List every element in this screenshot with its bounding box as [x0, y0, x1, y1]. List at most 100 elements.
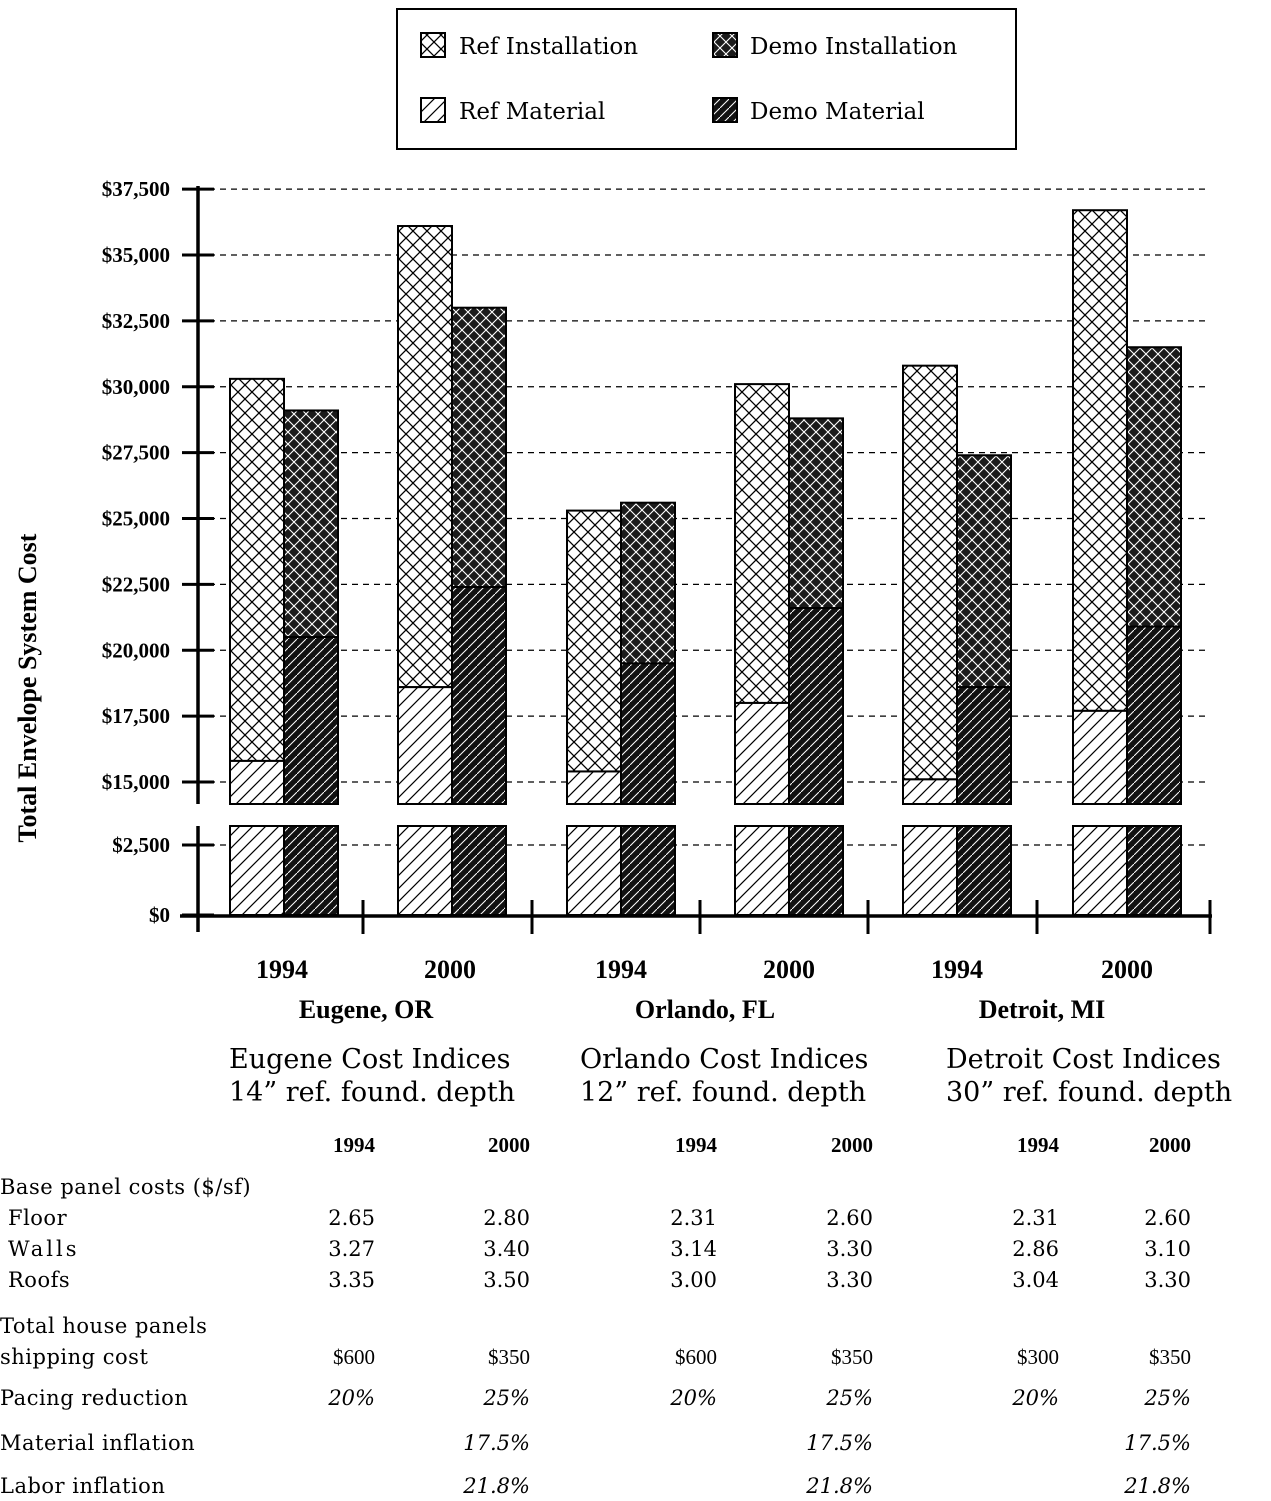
- row-label-shipping: shipping cost: [0, 1345, 149, 1369]
- table-cell: 3.00: [670, 1268, 717, 1292]
- table-cell: 2.31: [670, 1206, 717, 1230]
- table-cell: 3.30: [826, 1237, 873, 1261]
- stacked-bar-chart: Ref Installation Demo Installation Ref M…: [13, 8, 1212, 1024]
- group-subtitle: 12” ref. found. depth: [580, 1077, 867, 1108]
- table-cell: 3.04: [1012, 1268, 1059, 1292]
- ref-material-bar: [397, 686, 453, 806]
- ref-material-bar: [902, 778, 958, 805]
- table-cell: 3.27: [328, 1237, 375, 1261]
- legend-swatch-ref-install: [420, 32, 446, 58]
- row-label-roofs: Roofs: [8, 1268, 71, 1292]
- demo-material-bar-base: [283, 825, 339, 916]
- legend: Ref Installation Demo Installation Ref M…: [396, 8, 1017, 150]
- demo-installation-bar: [451, 306, 507, 589]
- y-tick-label: $2,500: [112, 833, 170, 857]
- y-tick-label: $37,500: [102, 177, 170, 201]
- group-title: Eugene Cost Indices: [229, 1044, 511, 1075]
- table-cell: 3.10: [1144, 1237, 1191, 1261]
- group-subtitle: 14” ref. found. depth: [229, 1077, 516, 1108]
- table-cell-shipping: $350: [1149, 1345, 1191, 1369]
- demo-material-bar-base: [788, 825, 844, 916]
- table-cell-shipping: $300: [1017, 1345, 1059, 1369]
- y-tick-label: $32,500: [102, 309, 170, 333]
- demo-installation-bar: [1126, 346, 1182, 628]
- legend-label-ref-install: Ref Installation: [459, 34, 638, 60]
- x-label-city: Eugene, OR: [299, 995, 434, 1024]
- legend-swatch-demo-material: [712, 97, 738, 123]
- row-label-pacing: Pacing reduction: [0, 1386, 189, 1410]
- group-heading-orlando: Orlando Cost Indices 12” ref. found. dep…: [580, 1043, 868, 1109]
- x-label-year: 2000: [763, 955, 815, 984]
- table-cell: 3.50: [483, 1268, 530, 1292]
- legend-label-demo-install: Demo Installation: [750, 34, 958, 60]
- row-label-shipping: Total house panels: [0, 1314, 208, 1338]
- ref-material-bar-base: [1072, 825, 1128, 916]
- demo-material-bar: [451, 586, 507, 806]
- ref-installation-bar: [734, 383, 790, 704]
- row-label-floor: Floor: [8, 1206, 68, 1230]
- row-label-section: Base panel costs ($/sf): [0, 1175, 252, 1199]
- row-label-walls: Walls: [8, 1237, 80, 1261]
- group-subtitle: 30” ref. found. depth: [946, 1077, 1233, 1108]
- demo-material-bar: [956, 686, 1012, 806]
- demo-material-bar: [1126, 625, 1182, 805]
- table-year-header: 1994: [333, 1133, 375, 1157]
- demo-installation-bar: [620, 501, 676, 665]
- ref-material-bar-base: [566, 825, 622, 916]
- x-label-year: 1994: [256, 955, 308, 984]
- table-cell: 3.30: [826, 1268, 873, 1292]
- table-cell: 2.60: [826, 1206, 873, 1230]
- x-label-year: 1994: [931, 955, 983, 984]
- table-year-header: 2000: [831, 1133, 873, 1157]
- ref-material-bar-base: [397, 825, 453, 916]
- table-cell: 3.35: [328, 1268, 375, 1292]
- y-tick-label: $30,000: [102, 375, 170, 399]
- table-cell-shipping: $350: [488, 1345, 530, 1369]
- table-cell: 3.40: [483, 1237, 530, 1261]
- table-cell-shipping: $600: [675, 1345, 717, 1369]
- table-cell: 2.86: [1012, 1237, 1059, 1261]
- table-cell-labor-inflation: 21.8%: [806, 1474, 873, 1498]
- demo-material-bar: [620, 662, 676, 805]
- ref-installation-bar: [229, 377, 285, 762]
- table-cell-shipping: $350: [831, 1345, 873, 1369]
- row-label-material-inflation: Material inflation: [0, 1431, 196, 1455]
- table-cell: 2.80: [483, 1206, 530, 1230]
- x-label-year: 2000: [1101, 955, 1153, 984]
- table-year-header: 1994: [1017, 1133, 1059, 1157]
- ref-installation-bar: [397, 225, 453, 689]
- y-tick-label: $27,500: [102, 441, 170, 465]
- y-tick-label: $22,500: [102, 572, 170, 596]
- table-cell: 3.30: [1144, 1268, 1191, 1292]
- bars: [229, 209, 1182, 916]
- ref-material-bar-base: [229, 825, 285, 916]
- group-heading-eugene: Eugene Cost Indices 14” ref. found. dept…: [229, 1043, 515, 1109]
- table-cell-pacing: 20%: [328, 1386, 375, 1410]
- table-cell: 2.60: [1144, 1206, 1191, 1230]
- table-year-header: 2000: [1149, 1133, 1191, 1157]
- x-label-city: Detroit, MI: [979, 995, 1106, 1024]
- x-labels: 1994 2000 1994 2000 1994 2000 Eugene, OR…: [256, 955, 1153, 1024]
- group-heading-detroit: Detroit Cost Indices 30” ref. found. dep…: [946, 1043, 1232, 1109]
- y-axis-title: Total Envelope System Cost: [13, 533, 42, 842]
- ref-installation-bar: [902, 364, 958, 781]
- table-cell-material-inflation: 17.5%: [463, 1431, 530, 1455]
- ref-material-bar-base: [734, 825, 790, 916]
- demo-material-bar-base: [620, 825, 676, 916]
- group-title: Orlando Cost Indices: [580, 1044, 869, 1075]
- row-label-labor-inflation: Labor inflation: [0, 1474, 166, 1498]
- ref-installation-bar: [1072, 209, 1128, 712]
- table-year-header: 2000: [488, 1133, 530, 1157]
- y-tick-label: $0: [149, 903, 170, 927]
- x-label-year: 2000: [424, 955, 476, 984]
- table-cell-pacing: 25%: [826, 1386, 873, 1410]
- table-cell-material-inflation: 17.5%: [806, 1431, 873, 1455]
- demo-material-bar: [788, 607, 844, 806]
- legend-swatch-demo-install: [712, 32, 738, 58]
- demo-material-bar: [283, 636, 339, 806]
- table-cell-shipping: $600: [333, 1345, 375, 1369]
- table-cell-pacing: 25%: [1144, 1386, 1191, 1410]
- ref-installation-bar: [566, 509, 622, 773]
- demo-installation-bar: [956, 454, 1012, 689]
- y-tick-label: $20,000: [102, 638, 170, 662]
